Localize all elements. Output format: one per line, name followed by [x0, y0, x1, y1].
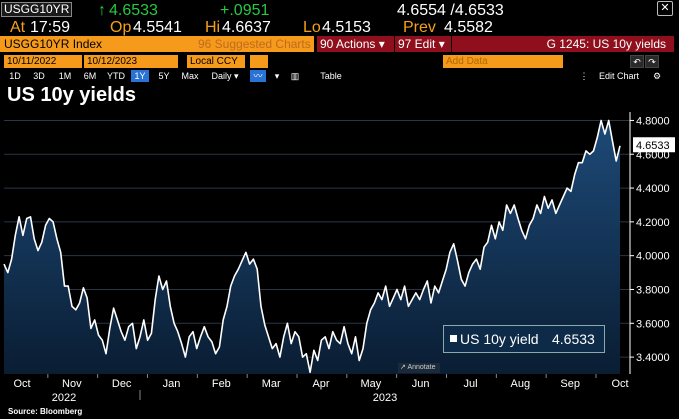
start-date-field[interactable]: 10/11/2022 — [4, 55, 82, 68]
y-tick-label: 4.0000 — [636, 251, 670, 263]
legend-label: US 10y yield — [460, 331, 539, 347]
tab-1m[interactable]: 1M — [58, 71, 72, 81]
x-tick-label: Oct — [13, 378, 30, 390]
x-tick-label: Jun — [412, 378, 430, 390]
calendar-icon[interactable] — [250, 55, 268, 68]
x-tick-label: Dec — [112, 378, 132, 390]
x-axis: Oct Nov Dec Jan Feb Mar Apr May Jun Jul Aug Sep Oct 2… — [13, 374, 629, 404]
x-year-label: 2023 — [373, 392, 397, 404]
actions-menu[interactable]: 90 Actions ▾ — [317, 36, 394, 52]
legend-value: 4.6533 — [552, 331, 595, 347]
suggested-charts-button[interactable]: 96 Suggested Charts — [196, 36, 314, 52]
y-tick-label: 4.2000 — [636, 217, 670, 229]
x-tick-label: Apr — [312, 378, 329, 390]
net-change: +.0951 — [220, 2, 270, 19]
tab-ytd[interactable]: YTD — [107, 71, 125, 81]
undo-icon[interactable]: ↶ — [630, 55, 644, 68]
x-tick-label: Mar — [262, 378, 281, 390]
legend-swatch-icon — [450, 335, 457, 342]
low-value: 4.5153 — [322, 19, 371, 36]
x-tick-label: Jul — [463, 378, 477, 390]
edit-menu[interactable]: 97 Edit ▾ — [395, 36, 451, 52]
y-tick-label: 4.6000 — [636, 149, 670, 161]
source-note: Source: Bloomberg — [8, 407, 83, 416]
chart-type-dropdown-icon[interactable]: ▾ — [274, 71, 280, 81]
bar-chart-icon[interactable]: ▥ — [290, 71, 300, 81]
bid-ask: 4.6554 /4.6533 — [397, 2, 504, 19]
tab-6m[interactable]: 6M — [83, 71, 97, 81]
last-value-marker: 4.6533 — [633, 137, 675, 153]
x-tick-label: Feb — [212, 378, 231, 390]
low-label: Lo — [303, 19, 321, 36]
up-arrow-icon: ↑ — [98, 2, 106, 19]
y-tick-label: 4.8000 — [636, 115, 670, 127]
end-date-field[interactable]: 10/12/2023 — [84, 55, 178, 68]
tab-3d[interactable]: 3D — [33, 71, 45, 81]
edit-chart-button[interactable]: Edit Chart — [598, 71, 640, 81]
x-tick-label: Jan — [163, 378, 181, 390]
settings-icon[interactable]: ⋮ — [579, 71, 589, 81]
prev-value: 4.5582 — [444, 19, 493, 36]
annotate-button[interactable]: ↗ Annotate — [398, 363, 440, 373]
last-price: 4.6533 — [109, 2, 158, 19]
tab-1y[interactable]: 1Y — [131, 70, 149, 82]
x-tick-label: Aug — [511, 378, 531, 390]
y-tick-label: 3.8000 — [636, 284, 670, 296]
open-value: 4.5541 — [133, 19, 182, 36]
last-value-badge — [633, 137, 675, 153]
yield-line — [3, 119, 621, 374]
last-value-label: 4.6533 — [636, 140, 670, 152]
x-year-label: 2022 — [52, 392, 76, 404]
x-tick-label: Nov — [62, 378, 82, 390]
currency-select[interactable]: Local CCY — [187, 55, 245, 68]
redo-icon[interactable]: ↷ — [645, 55, 659, 68]
ticker-symbol[interactable]: USGG10YR — [1, 2, 73, 17]
function-title: G 1245: US 10y yields — [452, 36, 674, 52]
frequency-select[interactable]: Daily ▾ — [211, 71, 239, 81]
y-tick-label: 3.6000 — [636, 318, 670, 330]
line-chart-icon[interactable]: 〰 — [250, 70, 266, 82]
y-tick-label: 4.4000 — [636, 183, 670, 195]
high-label: Hi — [205, 19, 221, 36]
close-icon[interactable]: ✕ — [657, 1, 673, 16]
y-axis: 4.8000 4.6000 4.4000 4.2000 4.0000 3.8000 3.60… — [629, 112, 670, 374]
legend-box[interactable]: US 10y yield 4.6533 — [443, 325, 605, 353]
tab-5y[interactable]: 5Y — [158, 71, 170, 81]
at-time: 17:59 — [30, 19, 71, 36]
x-tick-label: Sep — [560, 378, 580, 390]
yield-area — [4, 120, 620, 374]
prev-label: Prev — [403, 19, 436, 36]
annotate-label: Annotate — [407, 364, 436, 371]
x-tick-label: May — [360, 378, 381, 390]
tab-1d[interactable]: 1D — [9, 71, 21, 81]
annotate-icon: ↗ — [400, 364, 406, 371]
y-tick-label: 3.4000 — [636, 352, 670, 364]
x-tick-label: Oct — [611, 378, 628, 390]
tab-max[interactable]: Max — [181, 71, 199, 81]
open-label: Op — [110, 19, 132, 36]
table-button[interactable]: Table — [320, 71, 342, 81]
high-value: 4.6637 — [222, 19, 271, 36]
add-data-input[interactable]: Add Data — [443, 55, 563, 68]
chart-title: US 10y yields — [7, 84, 136, 106]
at-label: At — [10, 19, 26, 36]
gear-icon[interactable]: ⚙ — [652, 71, 662, 81]
